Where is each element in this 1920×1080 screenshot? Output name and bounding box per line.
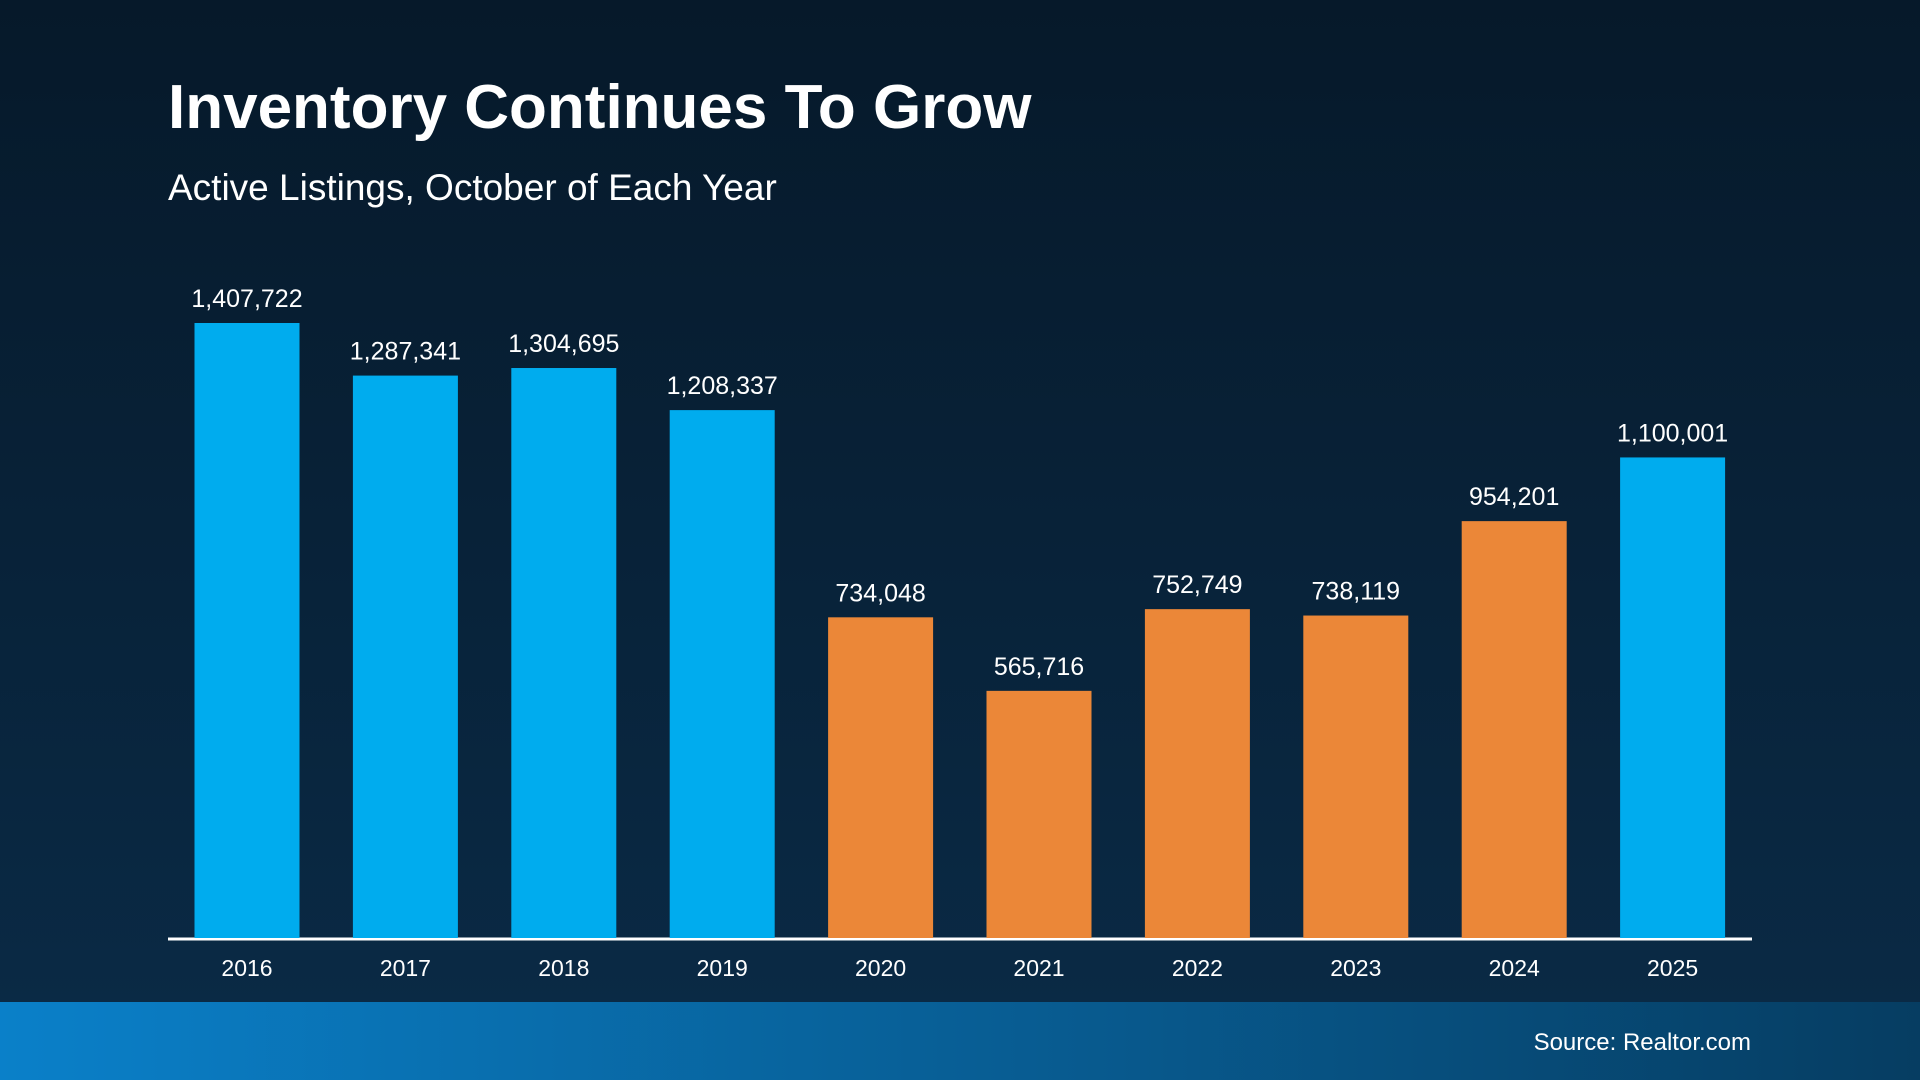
bar (1461, 521, 1567, 938)
bar (194, 323, 300, 938)
x-tick-label: 2017 (380, 955, 431, 981)
value-label: 1,100,001 (1617, 419, 1728, 447)
value-label: 734,048 (835, 579, 925, 607)
bar (511, 368, 617, 939)
x-tick-label: 2021 (1013, 955, 1064, 981)
bar (986, 690, 1092, 938)
x-tick-label: 2019 (697, 955, 748, 981)
x-tick-label: 2025 (1647, 955, 1698, 981)
value-label: 1,287,341 (350, 338, 461, 366)
bar (352, 375, 458, 939)
x-tick-label: 2018 (538, 955, 589, 981)
bar (1303, 615, 1409, 938)
chart-title: Inventory Continues To Grow (168, 73, 1032, 142)
value-label: 954,201 (1469, 483, 1559, 511)
bar (1144, 609, 1250, 938)
bar (669, 410, 775, 938)
chart-subtitle: Active Listings, October of Each Year (168, 167, 777, 208)
footer-band (0, 1002, 1920, 1080)
value-label: 1,208,337 (667, 372, 778, 400)
source: Source: Realtor.com (1534, 1029, 1751, 1056)
value-label: 1,304,695 (508, 330, 619, 358)
value-label: 565,716 (994, 653, 1084, 681)
value-label: 752,749 (1152, 571, 1242, 599)
x-tick-label: 2016 (221, 955, 272, 981)
x-tick-label: 2024 (1489, 955, 1540, 981)
bar (828, 617, 934, 938)
x-tick-label: 2023 (1330, 955, 1381, 981)
value-label: 738,119 (1312, 578, 1401, 606)
x-tick-label: 2020 (855, 955, 906, 981)
value-label: 1,407,722 (191, 285, 302, 313)
x-tick-label: 2022 (1172, 955, 1223, 981)
bar (1620, 457, 1726, 938)
